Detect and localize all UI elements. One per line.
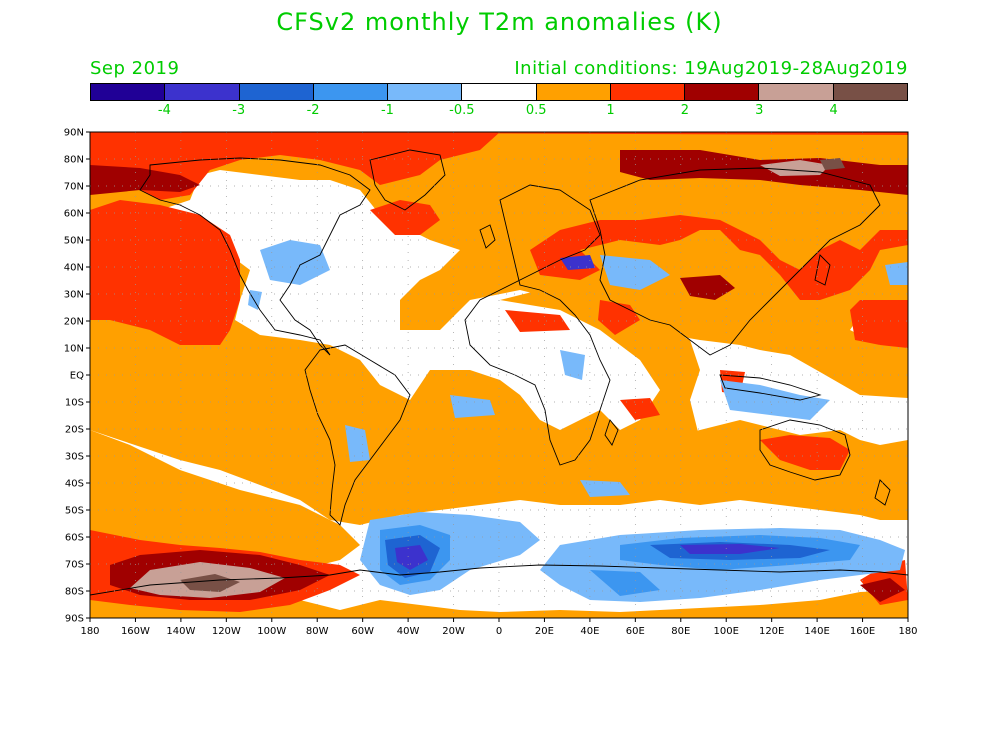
- legend-swatch-4: [388, 84, 463, 100]
- lat-tick-label: 20S: [65, 425, 84, 436]
- lat-tick-label: 90S: [65, 614, 84, 625]
- color-legend-labels: -4 -3 -2 -1 -0.5 0.5 1 2 3 4: [90, 103, 908, 123]
- lat-tick-label: 40N: [64, 263, 84, 274]
- dotted-grid: [90, 132, 908, 618]
- legend-label: -4: [157, 103, 171, 118]
- legend-swatch-0: [91, 84, 166, 100]
- lat-tick-label: 20N: [64, 317, 84, 328]
- month-label: Sep 2019: [90, 58, 180, 79]
- lat-tick-label: 80S: [65, 587, 84, 598]
- lon-tick-label: 20W: [442, 626, 465, 637]
- lat-tick-label: EQ: [70, 371, 84, 382]
- legend-label: -2: [306, 103, 320, 118]
- lon-tick-label: 180: [80, 626, 99, 637]
- lat-tick-label: 70N: [64, 182, 84, 193]
- legend-swatch-2: [239, 84, 314, 100]
- lon-tick-label: 120W: [212, 626, 241, 637]
- lat-tick-label: 50N: [64, 236, 84, 247]
- legend-label: -0.5: [449, 103, 475, 118]
- lat-tick-label: 70S: [65, 560, 84, 571]
- lat-tick-label: 30N: [64, 290, 84, 301]
- legend-swatch-9: [759, 84, 834, 100]
- lat-tick-label: 90N: [64, 128, 84, 139]
- lon-tick-label: 60W: [351, 626, 374, 637]
- legend-swatch-1: [165, 84, 240, 100]
- legend-swatch-8: [685, 84, 760, 100]
- legend-label: -1: [380, 103, 394, 118]
- lon-tick-label: 100W: [257, 626, 286, 637]
- legend-label: 1: [606, 103, 615, 118]
- lon-tick-label: 0: [496, 626, 502, 637]
- lon-tick-label: 140E: [804, 626, 829, 637]
- lat-tick-label: 30S: [65, 452, 84, 463]
- lon-tick-label: 160E: [850, 626, 875, 637]
- initial-conditions-label: Initial conditions: 19Aug2019-28Aug2019: [514, 58, 908, 79]
- lat-tick-label: 80N: [64, 155, 84, 166]
- lon-tick-label: 20E: [535, 626, 554, 637]
- legend-label: 4: [829, 103, 838, 118]
- legend-swatch-7: [610, 84, 686, 100]
- legend-swatch-10: [833, 84, 907, 100]
- lon-tick-label: 80E: [671, 626, 690, 637]
- color-legend-bar: [90, 83, 908, 101]
- legend-swatch-5: [462, 84, 537, 100]
- lon-tick-label: 40W: [397, 626, 420, 637]
- legend-swatch-6: [536, 84, 611, 100]
- coldest-anomaly-regions: [395, 255, 780, 570]
- lat-tick-label: 10N: [64, 344, 84, 355]
- lon-tick-label: 160W: [121, 626, 150, 637]
- lat-tick-label: 60N: [64, 209, 84, 220]
- lat-tick-label: 60S: [65, 533, 84, 544]
- lon-tick-label: 120E: [759, 626, 784, 637]
- legend-label: -3: [232, 103, 246, 118]
- maximum-hot-anomaly-regions: [180, 158, 845, 592]
- lat-axis: 90N 80N 70N 60N 50N 40N 30N 20N 10N EQ 10S 20S 30S 40…: [64, 128, 90, 625]
- lon-tick-label: 100E: [714, 626, 739, 637]
- lon-tick-label: 80W: [306, 626, 329, 637]
- lat-tick-label: 10S: [65, 398, 84, 409]
- lon-tick-label: 60E: [626, 626, 645, 637]
- legend-swatch-3: [313, 84, 389, 100]
- legend-label: 0.5: [525, 103, 547, 118]
- legend-label: 2: [680, 103, 690, 118]
- legend-label: 3: [755, 103, 764, 118]
- lat-tick-label: 40S: [65, 479, 84, 490]
- lon-tick-label: 140W: [166, 626, 195, 637]
- lon-tick-label: 40E: [580, 626, 599, 637]
- lon-axis: 180 160W 140W 120W 100W 80W 60W 40W 20W 0 20E 40E 60…: [80, 618, 918, 637]
- lat-tick-label: 50S: [65, 506, 84, 517]
- chart-title: CFSv2 monthly T2m anomalies (K): [276, 8, 723, 36]
- lon-tick-label: 180: [898, 626, 917, 637]
